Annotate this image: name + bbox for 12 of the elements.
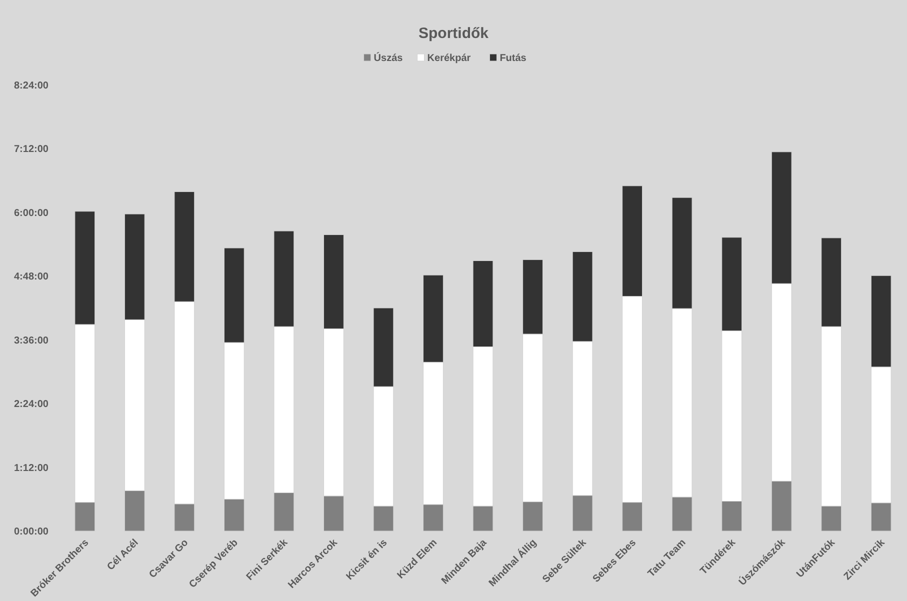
y-tick-label: 6:00:00: [14, 208, 49, 219]
legend-label: Futás: [500, 53, 527, 64]
y-tick-label: 2:24:00: [14, 399, 49, 410]
y-tick-label: 1:12:00: [14, 462, 49, 474]
legend-label: Kerékpár: [427, 53, 471, 64]
y-tick-label: 0:00:00: [14, 526, 49, 538]
chart-title: Sportidők: [418, 25, 490, 42]
legend-label: Úszás: [374, 52, 404, 64]
y-tick-label: 8:24:00: [14, 80, 49, 92]
y-tick-label: 4:48:00: [14, 272, 49, 283]
y-tick-label: 3:36:00: [14, 335, 49, 346]
y-tick-label: 7:12:00: [14, 144, 49, 156]
